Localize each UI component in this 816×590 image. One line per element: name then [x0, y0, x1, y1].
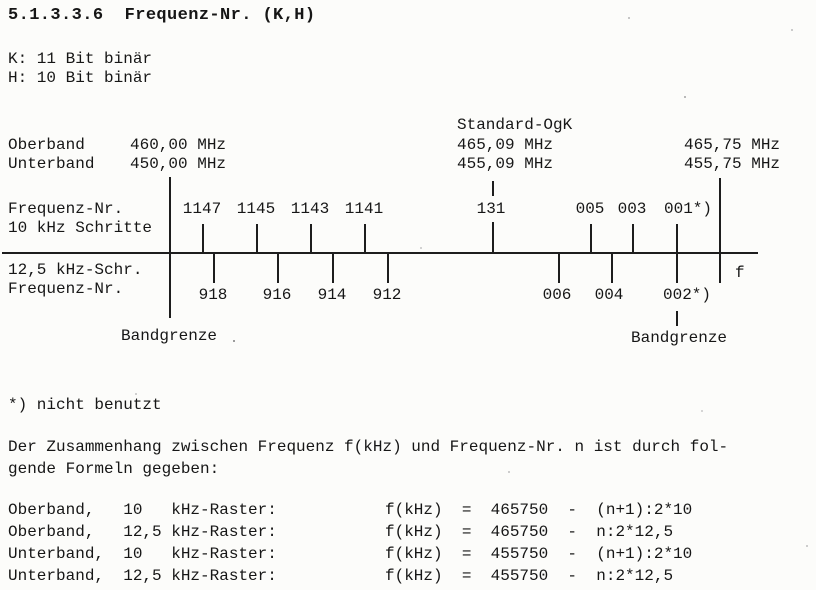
raster10-row-label-1: Frequenz-Nr.	[8, 200, 124, 218]
freq-label-10khz: 131	[476, 200, 506, 218]
tick-10khz	[590, 224, 592, 253]
paragraph-line-1: Der Zusammenhang zwischen Frequenz f(kHz…	[8, 438, 729, 456]
raster125-row-label-2: Frequenz-Nr.	[8, 280, 124, 298]
freq-label-10khz: 1141	[344, 200, 384, 218]
tick-125khz	[676, 254, 678, 283]
formula-expression: f(kHz) = 465750 - n:2*12,5	[385, 523, 674, 541]
freq-label-125khz: 916	[262, 286, 292, 304]
formula-expression: f(kHz) = 455750 - n:2*12,5	[385, 567, 674, 585]
raster10-row-label-2: 10 kHz Schritte	[8, 219, 153, 237]
freq-label-125khz: 918	[198, 286, 228, 304]
scan-artifacts	[0, 0, 2, 2]
h-bit-definition: H: 10 Bit binär	[8, 69, 153, 87]
oberband-limit-freq: 465,75 MHz	[684, 136, 781, 154]
bandgrenze-pointer-tick	[676, 311, 678, 326]
footnote: *) nicht benutzt	[8, 396, 162, 414]
tick-10khz	[202, 224, 204, 253]
freq-label-10khz: 1147	[182, 200, 222, 218]
freq-label-125khz: 006	[542, 286, 572, 304]
tick-125khz	[387, 254, 389, 283]
freq-label-10khz: 003	[617, 200, 647, 218]
band-start-line	[169, 177, 171, 318]
tick-10khz	[632, 224, 634, 253]
tick-10khz	[310, 224, 312, 253]
formula-condition: Oberband, 12,5 kHz-Raster:	[8, 523, 277, 541]
k-bit-definition: K: 11 Bit binär	[8, 50, 153, 68]
band-end-line	[719, 178, 721, 283]
freq-label-125khz: 002*)	[663, 286, 712, 304]
section-heading: 5.1.3.3.6 Frequenz-Nr. (K,H)	[8, 6, 316, 25]
formula-expression: f(kHz) = 455750 - (n+1):2*10	[385, 545, 693, 563]
freq-label-10khz: 1143	[290, 200, 330, 218]
frequency-axis-line	[2, 252, 758, 254]
tick-10khz	[364, 224, 366, 253]
oberband-label: Oberband	[8, 136, 85, 154]
freq-label-10khz: 005	[575, 200, 605, 218]
bandgrenze-label-right: Bandgrenze	[631, 329, 728, 347]
paragraph-line-2: gende Formeln gegeben:	[8, 460, 220, 478]
oberband-base-freq: 460,00 MHz	[130, 136, 227, 154]
freq-label-125khz: 914	[317, 286, 347, 304]
freq-label-125khz: 912	[372, 286, 402, 304]
unterband-limit-freq: 455,75 MHz	[684, 155, 781, 173]
freq-label-125khz: 004	[594, 286, 624, 304]
axis-symbol-f: f	[735, 264, 745, 282]
ogk-pointer-tick	[492, 181, 494, 196]
unterband-base-freq: 450,00 MHz	[130, 155, 227, 173]
standard-ogk-label: Standard-OgK	[457, 116, 573, 134]
freq-label-10khz: 1145	[236, 200, 276, 218]
unterband-label: Unterband	[8, 155, 95, 173]
oberband-ogk-freq: 465,09 MHz	[457, 136, 554, 154]
tick-125khz	[611, 254, 613, 283]
raster125-row-label-1: 12,5 kHz-Schr.	[8, 261, 143, 279]
tick-125khz	[558, 254, 560, 283]
freq-label-10khz: 001*)	[664, 200, 713, 218]
formula-condition: Unterband, 10 kHz-Raster:	[8, 545, 277, 563]
tick-10khz	[492, 222, 494, 253]
formula-condition: Unterband, 12,5 kHz-Raster:	[8, 567, 277, 585]
tick-125khz	[332, 254, 334, 283]
formula-expression: f(kHz) = 465750 - (n+1):2*10	[385, 501, 693, 519]
formula-condition: Oberband, 10 kHz-Raster:	[8, 501, 277, 519]
tick-10khz	[676, 224, 678, 253]
unterband-ogk-freq: 455,09 MHz	[457, 155, 554, 173]
tick-10khz	[256, 224, 258, 253]
tick-125khz	[277, 254, 279, 283]
bandgrenze-label-left: Bandgrenze	[121, 327, 218, 345]
tick-125khz	[213, 254, 215, 283]
